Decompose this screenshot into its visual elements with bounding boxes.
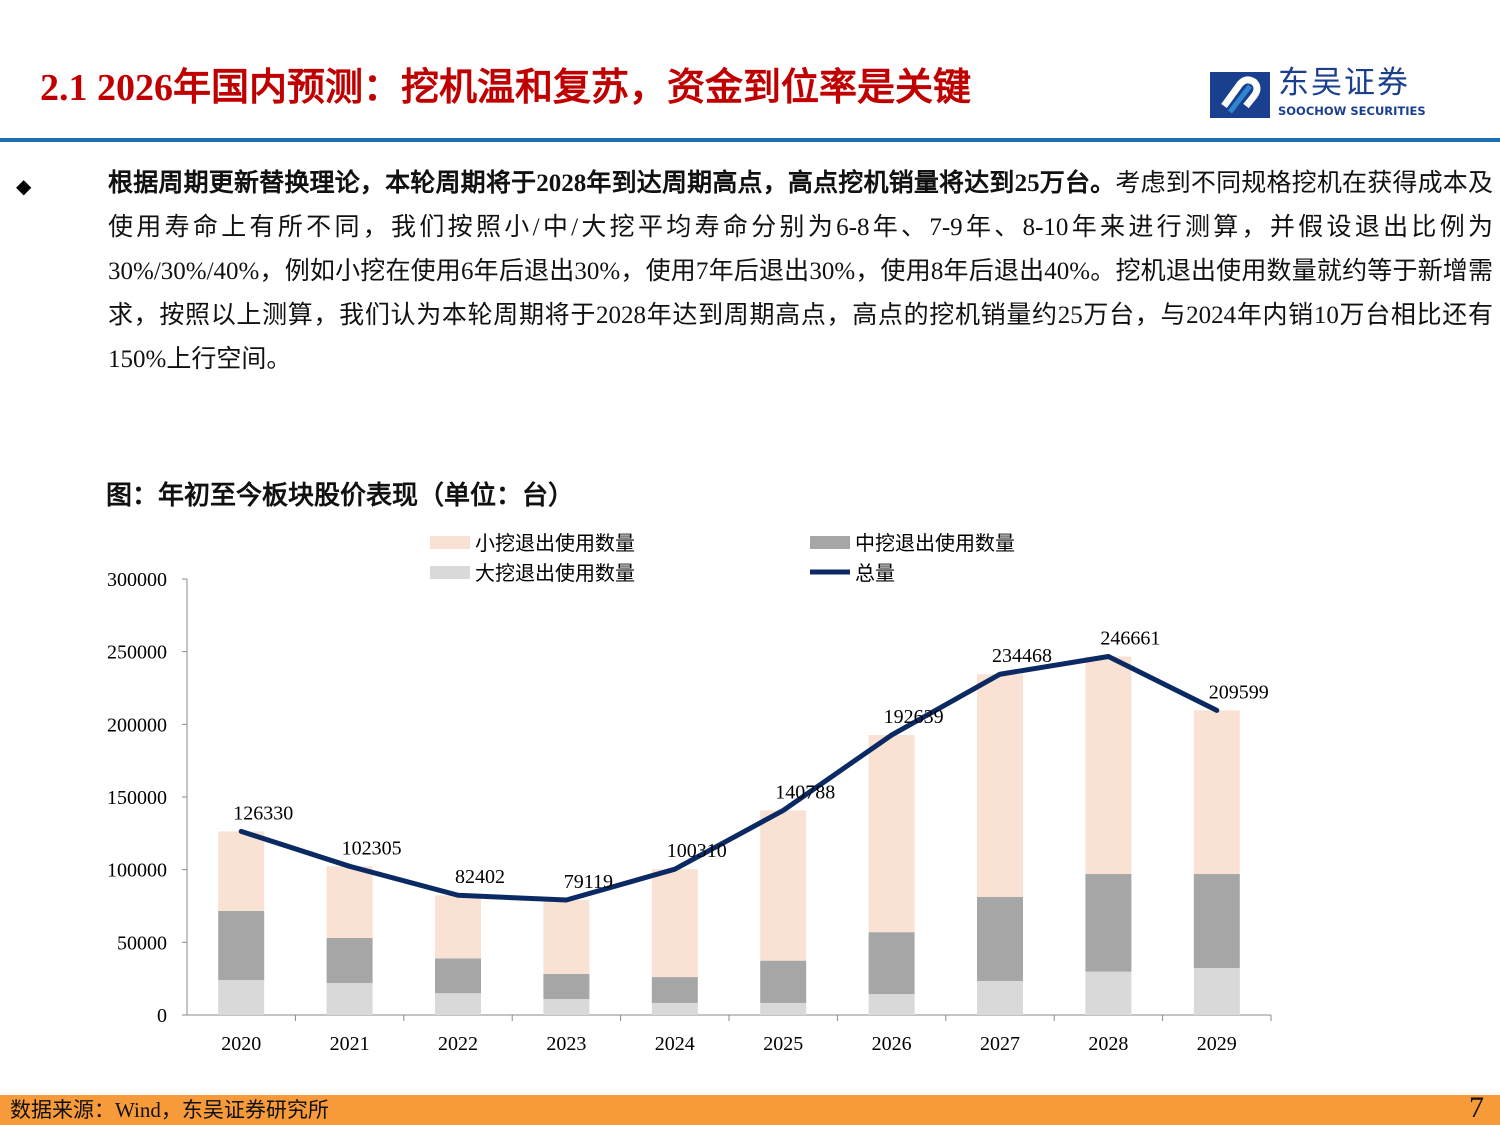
data-label: 79119 [564,871,613,893]
bar-segment [218,910,265,981]
legend-label: 大挖退出使用数量 [475,562,635,585]
total-line [238,654,1220,903]
legend-label: 总量 [855,562,895,585]
bar-segment [651,869,698,978]
bar-segment [868,735,915,933]
bar-segment [977,896,1023,981]
page-title: 2.1 2026年国内预测：挖机温和复苏，资金到位率是关键 [40,67,972,109]
bar-segment [760,810,807,961]
data-label: 246661 [1100,628,1160,650]
y-tick-label: 50000 [117,932,167,954]
x-tick-label: 2023 [546,1033,586,1050]
x-tick-label: 2029 [1197,1033,1237,1050]
y-tick-label: 250000 [107,642,167,664]
body-paragraph: 根据周期更新替换理论，本轮周期将于2028年到达周期高点，高点挖机销量将达到25… [108,162,1493,382]
logo-text-en: SOOCHOW SECURITIES [1278,104,1426,118]
bar-segment [435,993,481,1015]
bar-segment [1193,874,1240,969]
y-tick-label: 300000 [107,569,167,591]
legend-swatch [810,536,850,549]
total-line-path [238,654,1220,903]
bar-segment [326,983,373,1015]
x-tick-label: 2028 [1088,1033,1128,1050]
data-source: 数据来源：Wind，东吴证券研究所 [10,1098,329,1122]
chart-title: 图：年初至今板块股价表现（单位：台） [106,481,575,510]
analysis-text: 考虑到不同规格挖机在获得成本及使用寿命上有所不同，我们按照小/中/大挖平均寿命分… [108,170,1493,373]
bar-segment [218,831,265,911]
bar-segment [651,977,698,1003]
x-tick-label: 2024 [655,1033,695,1050]
x-tick-label: 2025 [763,1033,803,1050]
data-label: 82402 [455,866,505,888]
data-label: 102305 [342,837,402,859]
bar-segment [1193,968,1240,1015]
data-label: 209599 [1209,681,1269,703]
data-label: 140788 [775,781,835,803]
data-label: 126330 [233,802,293,824]
bar-segment [977,980,1023,1015]
company-logo: 东吴证券 SOOCHOW SECURITIES [1210,66,1450,122]
bar-segment [868,994,915,1015]
bar-segment [977,674,1023,897]
bar-segment [435,895,481,959]
bar-segment [651,1002,698,1015]
bar-segment [760,960,807,1003]
legend-swatch [430,536,470,549]
page-number: 7 [1469,1091,1484,1124]
soochow-logo-icon [1210,72,1270,118]
data-label: 192639 [884,706,944,728]
bar-segment [326,937,373,984]
y-tick-label: 100000 [107,860,167,882]
bars [218,656,1240,1015]
bar-segment [543,999,590,1015]
data-label: 234468 [992,645,1052,667]
footer-bar [0,1095,1500,1125]
key-conclusion: 根据周期更新替换理论，本轮周期将于2028年到达周期高点，高点挖机销量将达到25… [108,170,1116,197]
bar-segment [543,974,590,1000]
y-tick-label: 150000 [107,787,167,809]
bar-segment [326,866,373,938]
legend-swatch [430,566,470,579]
x-tick-label: 2022 [438,1033,478,1050]
bar-segment [1085,971,1132,1015]
bar-segment [435,958,481,994]
data-labels: 126330 102305 82402 79119 100310 140788 192639… [233,628,1269,893]
y-tick-label: 200000 [107,714,167,736]
legend-label: 小挖退出使用数量 [475,532,635,555]
bar-segment [1193,710,1240,875]
data-label: 100310 [667,840,727,862]
y-tick-label: 0 [157,1005,167,1027]
x-tick-label: 2027 [980,1033,1020,1050]
bar-segment [1085,874,1132,972]
x-tick-label: 2021 [330,1033,370,1050]
bar-segment [868,932,915,995]
bar-segment [1085,656,1132,875]
x-tick-label: 2026 [872,1033,912,1050]
diamond-bullet-icon: ◆ [16,176,32,198]
logo-text-cn: 东吴证券 [1278,65,1410,101]
bar-segment [760,1002,807,1015]
header-divider [0,138,1500,142]
x-tick-label: 2020 [221,1033,261,1050]
bar-segment [543,900,590,975]
bar-segment [218,980,265,1015]
legend-label: 中挖退出使用数量 [855,532,1015,555]
